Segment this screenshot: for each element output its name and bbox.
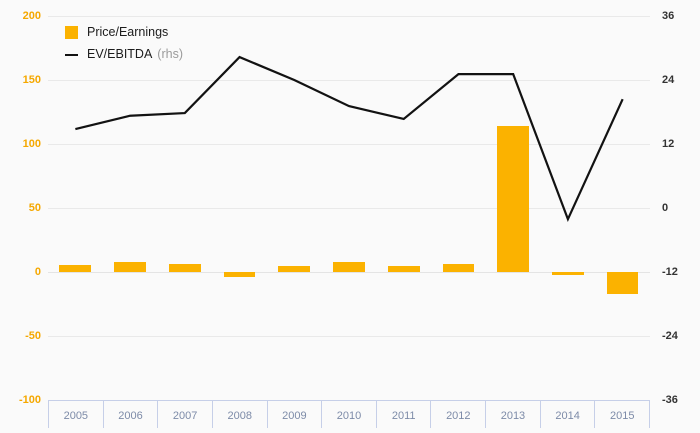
gridline <box>48 272 650 273</box>
line-path[interactable] <box>75 55 624 223</box>
gridline <box>48 16 650 17</box>
x-axis-tick-label: 2009 <box>282 409 307 422</box>
legend-label-price-earnings: Price/Earnings <box>87 25 169 39</box>
gridline <box>48 336 650 337</box>
left-axis-tick-label: 200 <box>22 10 41 22</box>
legend-label-ev-ebitda-suffix: (rhs) <box>157 47 183 61</box>
bar[interactable] <box>278 266 311 272</box>
x-axis-tick: 2007 <box>158 401 213 428</box>
x-axis-tick-label: 2015 <box>609 409 635 422</box>
bar[interactable] <box>223 272 256 278</box>
bar[interactable] <box>387 265 420 272</box>
x-axis-tick: 2015 <box>595 401 651 428</box>
right-axis-tick-label: 0 <box>662 202 669 214</box>
left-axis-tick-label: 50 <box>28 202 41 214</box>
legend: Price/Earnings EV/EBITDA (rhs) <box>65 24 183 62</box>
bar[interactable] <box>168 263 201 272</box>
x-axis-tick-label: 2013 <box>500 409 526 422</box>
x-axis-tick: 2009 <box>268 401 323 428</box>
right-axis: 36 24 12 0 -12 -24 -36 <box>662 0 700 433</box>
x-axis-tick: 2008 <box>213 401 268 428</box>
bar[interactable] <box>497 126 530 272</box>
x-axis-tick-label: 2005 <box>63 409 89 422</box>
bar-series-price-earnings <box>48 16 650 400</box>
bar-swatch-icon <box>65 25 78 39</box>
x-axis: 2005 2006 2007 2008 2009 2010 2011 2012 2013 2014… <box>48 400 651 428</box>
gridline <box>48 144 650 145</box>
x-axis-tick-label: 2006 <box>118 409 143 422</box>
line-series-ev-ebitda <box>75 55 624 223</box>
right-axis-tick-label: 12 <box>662 138 675 150</box>
x-axis-tick-label: 2012 <box>446 409 471 422</box>
right-axis-tick-label: 36 <box>662 10 675 22</box>
legend-label-ev-ebitda: EV/EBITDA <box>87 47 153 61</box>
right-axis-tick-label: -12 <box>662 266 678 278</box>
legend-item-ev-ebitda[interactable]: EV/EBITDA (rhs) <box>65 46 183 62</box>
bar[interactable] <box>606 272 639 294</box>
x-axis-tick: 2014 <box>541 401 596 428</box>
left-axis-tick-label: 150 <box>22 74 41 86</box>
x-axis-tick: 2006 <box>104 401 159 428</box>
gridline <box>48 208 650 209</box>
x-axis-tick: 2011 <box>377 401 432 428</box>
bar[interactable] <box>442 263 475 272</box>
x-axis-tick-label: 2014 <box>555 409 580 422</box>
x-axis-tick: 2010 <box>322 401 377 428</box>
plot-area <box>48 16 650 401</box>
x-axis-tick: 2013 <box>486 401 541 428</box>
x-axis-tick-label: 2008 <box>227 409 252 422</box>
x-axis-tick: 2005 <box>48 401 104 428</box>
left-axis-tick-label: -100 <box>18 394 41 406</box>
x-axis-tick-label: 2011 <box>391 409 416 422</box>
bar[interactable] <box>114 262 146 272</box>
right-axis-tick-label: 24 <box>662 74 675 86</box>
gridline <box>48 80 650 81</box>
left-axis-tick-label: -50 <box>25 330 41 342</box>
bar[interactable] <box>333 262 365 272</box>
legend-item-price-earnings[interactable]: Price/Earnings <box>65 24 183 40</box>
right-axis-tick-label: -36 <box>662 394 678 406</box>
right-axis-tick-label: -24 <box>662 330 678 342</box>
bar[interactable] <box>552 272 584 275</box>
x-axis-tick: 2012 <box>431 401 487 428</box>
x-axis-tick-label: 2010 <box>336 409 362 422</box>
left-axis: 200 150 100 50 0 -50 -100 <box>0 0 41 433</box>
left-axis-tick-label: 100 <box>22 138 41 150</box>
left-axis-tick-label: 0 <box>34 266 41 278</box>
x-axis-tick-label: 2007 <box>172 409 198 422</box>
bar[interactable] <box>59 264 92 272</box>
line-swatch-icon <box>65 48 78 61</box>
